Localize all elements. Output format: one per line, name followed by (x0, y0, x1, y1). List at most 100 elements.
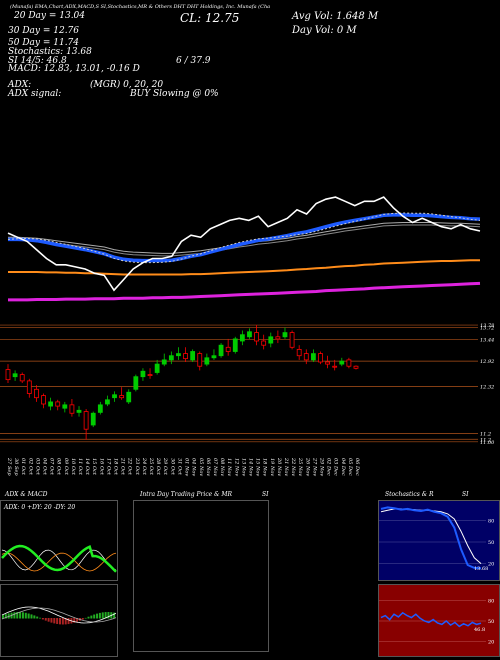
candle-body (69, 404, 75, 414)
candle-body (41, 395, 46, 405)
macd-line (1, 606, 117, 624)
adx-readout: ADX: 0 +DY: 20 -DY: 20 (3, 504, 75, 511)
macd-histogram-bar (87, 616, 90, 619)
date-label: 03 Oct (34, 458, 40, 476)
candle-body (48, 401, 54, 407)
stoch-panel-title: Stochastics & R (385, 491, 434, 498)
macd-histogram-bar (24, 612, 27, 619)
date-label: 24 Oct (141, 457, 147, 476)
date-label: 06 Nov (205, 458, 211, 476)
candle-body (289, 332, 295, 348)
stoch-last-value: 13.68 (474, 566, 488, 572)
si-axis-label: 20 (488, 639, 494, 645)
date-label: 15 Nov (255, 458, 261, 476)
ema-20-line (8, 213, 481, 263)
adx-signal-label: ADX signal: (8, 89, 62, 99)
adx-panel: ADX: 0 +DY: 20 -DY: 20 (0, 500, 118, 657)
signal-dotted-line (7, 212, 481, 264)
adx-green-line (1, 544, 117, 573)
si-line (380, 611, 482, 628)
macd-histogram-bar (56, 618, 59, 624)
stoch-k-line (380, 506, 482, 570)
date-label: 15 Oct (91, 458, 97, 476)
price-level-label: 13.78 (480, 323, 494, 329)
date-label: 04 Dec (340, 458, 346, 476)
adx-orange-line (1, 552, 117, 572)
price-level-label: 11.00 (480, 440, 495, 446)
macd-histogram-bar (21, 612, 24, 619)
candle-body (154, 363, 160, 373)
candle-body (83, 411, 89, 430)
date-label: 01 Nov (184, 458, 190, 476)
ema-100-line (8, 281, 481, 302)
date-label: 16 Oct (98, 458, 104, 476)
macd-histogram-bar (96, 613, 99, 619)
candle-body (254, 332, 259, 342)
candle-body (26, 380, 32, 394)
candle-body (19, 374, 25, 382)
si-readout: SI 14/5: 46.8 (8, 56, 67, 66)
date-label: 09 Oct (63, 458, 69, 476)
date-label: 01 Oct (20, 458, 26, 476)
intra-panel-title: Intra Day Trading Price & MR (140, 491, 233, 498)
candle-body (204, 357, 210, 365)
date-label: 08 Nov (219, 458, 225, 476)
macd-histogram-bar (41, 618, 44, 620)
date-label: 02 Oct (27, 458, 33, 476)
macd-histogram-bar (50, 618, 53, 623)
date-label: 11 Oct (77, 458, 83, 476)
candle-body (133, 376, 139, 390)
candle-body (176, 353, 181, 357)
candle-body (225, 346, 231, 352)
macd-histogram-bar (104, 612, 107, 619)
si-last-value: 46.8 (474, 627, 485, 633)
date-label: 14 Nov (247, 458, 253, 476)
macd-readout: MACD: 12.83, 13.01, -0.16 D (8, 64, 140, 74)
stoch-extra-readout: 6 / 37.9 (176, 56, 211, 66)
date-label: 20 Nov (276, 457, 282, 476)
si-axis-label: 80 (488, 599, 494, 605)
candle-body (310, 353, 316, 361)
date-label: 10 Oct (70, 458, 76, 476)
date-label: 22 Nov (290, 457, 296, 476)
intra-panel (133, 500, 269, 652)
macd-histogram-bar (67, 618, 70, 625)
macd-histogram-bar (59, 618, 61, 625)
date-label: 29 Oct (162, 457, 168, 476)
date-label: 06 Dec (354, 458, 360, 476)
price-level-label: 13.72 (480, 326, 494, 332)
price-level-label: 13.44 (480, 337, 494, 343)
candle-body (296, 348, 302, 357)
stoch-axis-label: 20 (488, 562, 494, 568)
day-volume: Day Vol: 0 M (292, 25, 357, 36)
candle-body (62, 404, 68, 409)
date-label: 05 Nov (198, 458, 204, 476)
date-label: 11 Nov (226, 458, 232, 476)
ema-30-band-line (8, 224, 481, 257)
intra-si-label: SI (262, 491, 269, 498)
date-label: 04 Nov (191, 458, 197, 476)
macd-histogram-bar (73, 618, 76, 623)
candle-body (126, 391, 132, 403)
macd-histogram-bar (30, 614, 33, 619)
date-label: 18 Nov (262, 458, 268, 476)
date-label: 22 Oct (127, 457, 133, 476)
date-label: 31 Oct (176, 458, 182, 476)
macd-histogram-bar (47, 618, 50, 622)
candle-body (183, 353, 188, 360)
date-label: 25 Nov (297, 457, 303, 476)
stochastics-readout: Stochastics: 13.68 (8, 47, 92, 57)
candle-body (161, 359, 167, 365)
date-label: 25 Oct (148, 457, 154, 476)
macd-histogram-bar (7, 613, 10, 619)
si-frame (378, 584, 500, 657)
candle-body (247, 331, 252, 338)
price-level-label: 11.2 (480, 437, 491, 443)
candle-body (34, 388, 39, 399)
date-label: 23 Oct (134, 457, 140, 476)
price-level-label: 12.92 (480, 359, 494, 365)
date-label: 14 Oct (84, 458, 90, 476)
candle-body (211, 355, 217, 359)
price-level-label: 12.32 (480, 384, 494, 390)
